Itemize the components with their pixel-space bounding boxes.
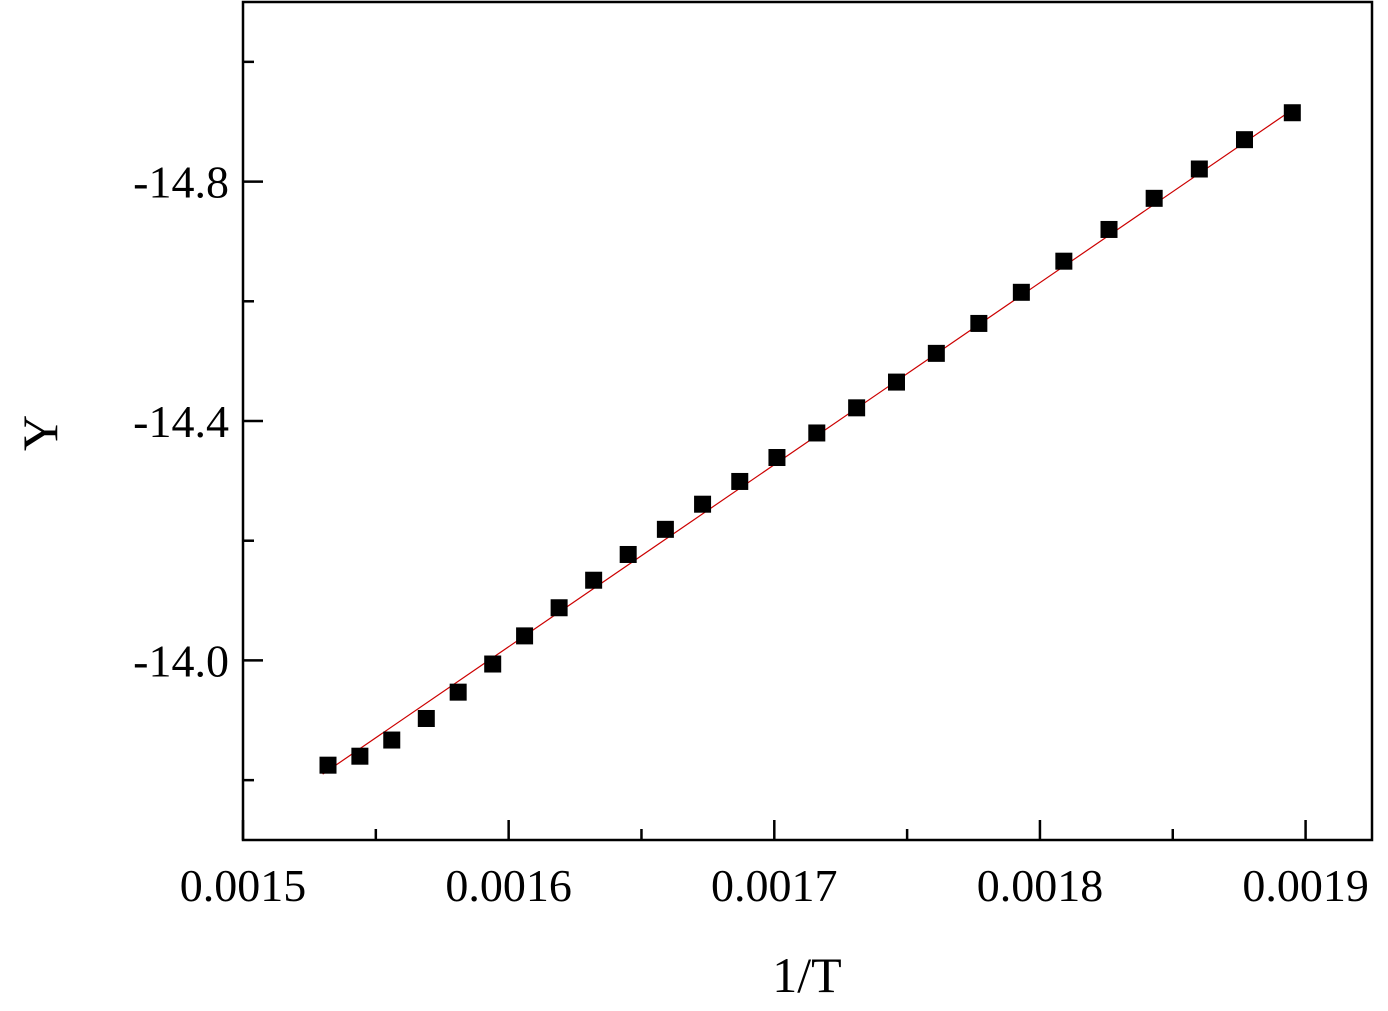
data-point — [1055, 252, 1073, 270]
data-point — [848, 399, 866, 417]
data-point — [1283, 104, 1301, 122]
y-tick-label: -14.8 — [133, 157, 229, 208]
data-point — [351, 747, 369, 765]
data-point — [768, 449, 786, 467]
y-axis-title: Y — [12, 415, 68, 451]
data-point — [731, 472, 749, 490]
plot-frame — [241, 0, 1374, 842]
data-point — [484, 655, 502, 673]
x-tick-label: 0.0016 — [445, 860, 572, 911]
axis-ticks — [241, 60, 1307, 840]
data-point — [1145, 189, 1163, 207]
data-point — [319, 756, 337, 774]
data-point — [1190, 160, 1208, 178]
data-point — [1012, 283, 1030, 301]
tick-labels: 0.0015 0.0016 0.0017 0.0018 0.0019 -14.0 -14.4… — [133, 157, 1369, 911]
data-point — [383, 731, 401, 749]
data-point — [970, 314, 988, 332]
data-point — [1235, 131, 1253, 149]
x-axis-title: 1/T — [772, 947, 841, 1003]
x-tick-label: 0.0017 — [711, 860, 838, 911]
data-point — [516, 627, 534, 645]
x-tick-label: 0.0019 — [1242, 860, 1369, 911]
data-point — [927, 344, 945, 362]
x-tick-label: 0.0015 — [180, 860, 307, 911]
data-point — [808, 424, 826, 442]
data-point — [619, 545, 637, 563]
data-point — [550, 599, 568, 617]
data-point — [656, 520, 674, 538]
data-point — [1100, 220, 1118, 238]
data-point — [887, 373, 905, 391]
y-tick-label: -14.0 — [133, 635, 229, 686]
data-point — [417, 709, 435, 727]
data-point — [449, 683, 467, 701]
x-tick-label: 0.0018 — [977, 860, 1104, 911]
fit-line — [322, 109, 1293, 775]
data-point — [585, 571, 603, 589]
y-tick-label: -14.4 — [133, 396, 229, 447]
plot-area — [241, 0, 1374, 842]
data-point — [694, 495, 712, 513]
